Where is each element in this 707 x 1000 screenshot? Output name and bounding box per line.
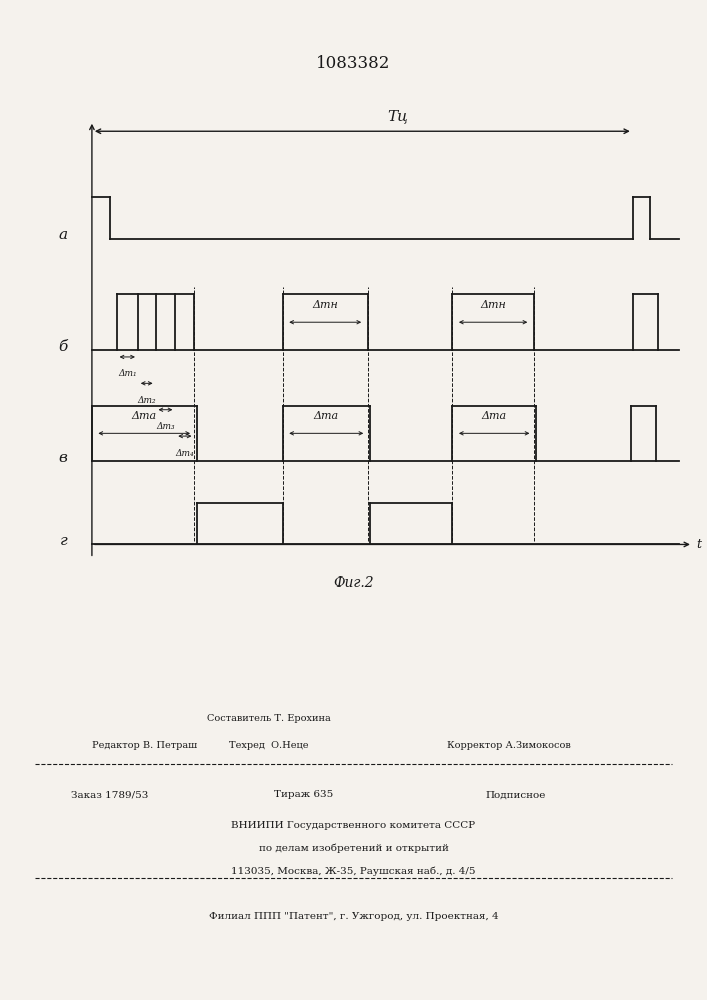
Text: Δт₄: Δт₄ <box>175 449 194 458</box>
Text: по делам изобретений и открытий: по делам изобретений и открытий <box>259 843 448 853</box>
Text: 113035, Москва, Ж-35, Раушская наб., д. 4/5: 113035, Москва, Ж-35, Раушская наб., д. … <box>231 866 476 876</box>
Text: Δта: Δта <box>132 411 157 421</box>
Text: Филиал ППП "Патент", г. Ужгород, ул. Проектная, 4: Филиал ППП "Патент", г. Ужгород, ул. Про… <box>209 912 498 921</box>
Text: Подписное: Подписное <box>486 790 547 799</box>
Text: Δт₁: Δт₁ <box>118 369 136 378</box>
Text: Фиг.2: Фиг.2 <box>333 576 374 590</box>
Text: Δтн: Δтн <box>480 300 506 310</box>
Text: Техред  О.Неце: Техред О.Неце <box>229 741 308 750</box>
Text: а: а <box>58 228 67 242</box>
Text: Корректор А.Зимокосов: Корректор А.Зимокосов <box>447 741 571 750</box>
Text: г: г <box>59 534 67 548</box>
Text: Составитель Т. Ерохина: Составитель Т. Ерохина <box>206 714 331 723</box>
Text: Δтн: Δтн <box>312 300 338 310</box>
Text: б: б <box>58 340 67 354</box>
Text: Редактор В. Петраш: Редактор В. Петраш <box>92 741 197 750</box>
Text: Заказ 1789/53: Заказ 1789/53 <box>71 790 148 799</box>
Text: t: t <box>696 538 701 551</box>
Text: Δта: Δта <box>314 411 339 421</box>
Text: Δт₂: Δт₂ <box>137 396 156 405</box>
Text: ВНИИПИ Государственного комитета СССР: ВНИИПИ Государственного комитета СССР <box>231 821 476 830</box>
Text: 1083382: 1083382 <box>316 55 391 73</box>
Text: Δта: Δта <box>481 411 507 421</box>
Text: Тираж 635: Тираж 635 <box>274 790 334 799</box>
Text: в: в <box>58 451 67 465</box>
Text: Δт₃: Δт₃ <box>156 422 175 431</box>
Text: Тц: Тц <box>387 109 408 123</box>
